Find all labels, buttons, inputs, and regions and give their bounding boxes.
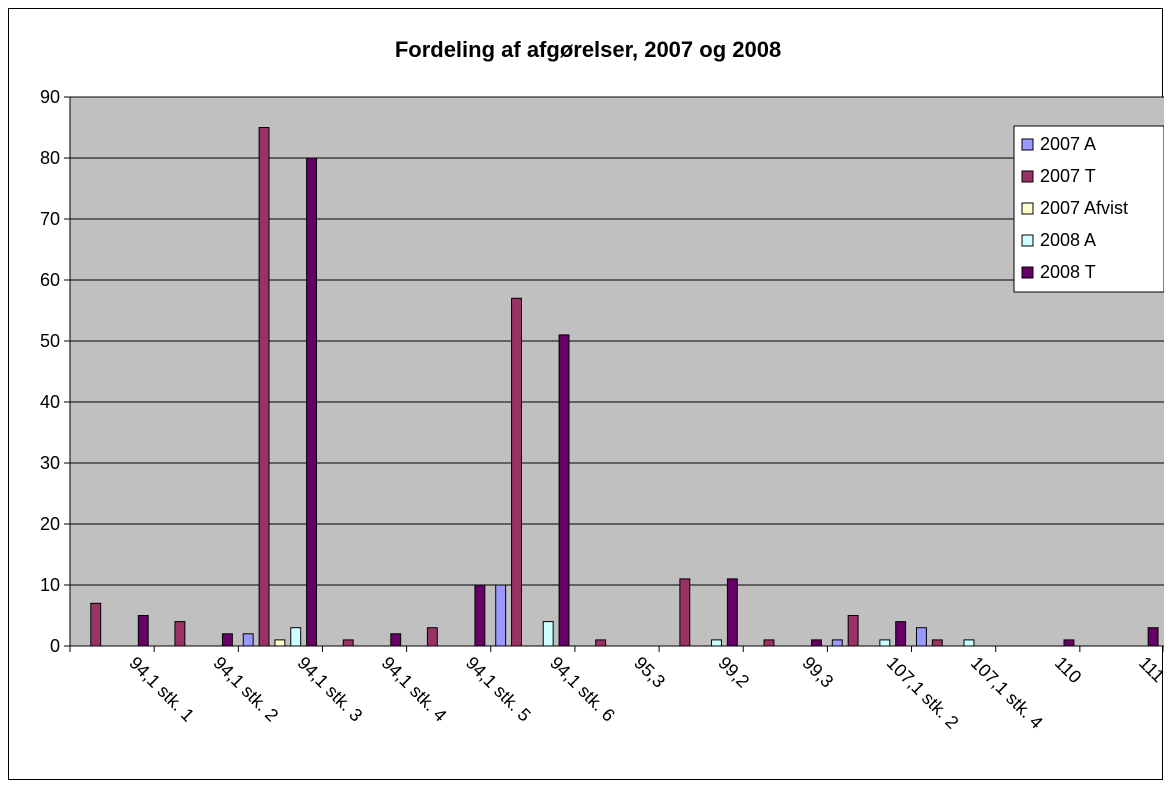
y-tick-label: 30 (40, 453, 60, 473)
x-tick-label: 110 (1051, 653, 1085, 687)
bar (963, 639, 975, 647)
bar (931, 639, 943, 647)
bar (711, 639, 722, 647)
chart-frame: Fordeling af afgørelser, 2007 og 2008 0 1… (8, 8, 1164, 780)
x-tick-label: 94,1 stk. 3 (294, 653, 367, 726)
x-tick-label: 94,1 stk. 5 (462, 653, 535, 726)
x-tick-label: 99,3 (798, 653, 837, 692)
bar (342, 639, 354, 647)
legend: 2007 A 2007 T 2007 Afvist 2008 A 2008 T (1013, 125, 1164, 293)
bar (221, 633, 233, 647)
bar (495, 584, 507, 647)
plot-background (70, 97, 1164, 646)
bar (306, 157, 318, 647)
x-tick-label: 95,3 (630, 653, 669, 692)
bar (726, 578, 738, 647)
bar (137, 615, 149, 647)
bar (879, 639, 891, 647)
y-tick-label: 70 (40, 209, 60, 229)
legend-swatch (1021, 266, 1034, 279)
bar (558, 334, 570, 647)
bar (390, 633, 402, 647)
bar (1147, 627, 1159, 647)
x-tick-label: 94,1 stk. 4 (378, 653, 451, 726)
bar (763, 639, 775, 647)
y-tick-label: 0 (50, 636, 60, 656)
legend-label: 2007 T (1040, 166, 1096, 186)
bar (542, 621, 554, 647)
bar (274, 639, 286, 647)
bar-chart: Fordeling af afgørelser, 2007 og 2008 0 1… (40, 37, 1164, 733)
legend-label: 2008 T (1040, 262, 1096, 282)
chart-title: Fordeling af afgørelser, 2007 og 2008 (395, 37, 781, 62)
bar (290, 627, 302, 647)
bar (679, 578, 691, 647)
y-tick-label: 20 (40, 514, 60, 534)
bar (426, 627, 438, 647)
bar (1063, 639, 1075, 647)
bar (915, 627, 927, 647)
y-tick-label: 10 (40, 575, 60, 595)
x-tick-label: 94,1 stk. 2 (209, 653, 282, 726)
y-tick-label: 90 (40, 87, 60, 107)
x-tick-label: 94,1 stk. 1 (125, 653, 198, 726)
legend-label: 2008 A (1040, 230, 1096, 250)
legend-label: 2007 A (1040, 134, 1096, 154)
x-tick-label: 99,2 (714, 653, 753, 692)
bar (174, 621, 186, 647)
y-tick-label: 60 (40, 270, 60, 290)
x-tick-label: 111 (1135, 653, 1164, 686)
legend-swatch (1021, 138, 1034, 151)
bar (895, 621, 907, 647)
legend-swatch (1021, 234, 1034, 247)
bar (474, 584, 486, 647)
x-tick-label: 94,1 stk. 6 (546, 653, 619, 726)
x-tick-label: 107,1 stk. 4 (967, 653, 1047, 733)
bar (242, 633, 254, 647)
y-tick-label: 40 (40, 392, 60, 412)
legend-box (1013, 125, 1164, 293)
bar (595, 639, 607, 647)
bar (90, 602, 102, 647)
bar (811, 639, 822, 647)
bar (511, 297, 522, 647)
legend-swatch (1021, 202, 1034, 215)
y-tick-label: 50 (40, 331, 60, 351)
y-tick-label: 80 (40, 148, 60, 168)
legend-label: 2007 Afvist (1040, 198, 1128, 218)
bar (831, 639, 843, 647)
bar (258, 127, 270, 647)
x-tick-label: 107,1 stk. 2 (883, 653, 963, 733)
bar (847, 615, 859, 647)
legend-swatch (1021, 170, 1034, 183)
